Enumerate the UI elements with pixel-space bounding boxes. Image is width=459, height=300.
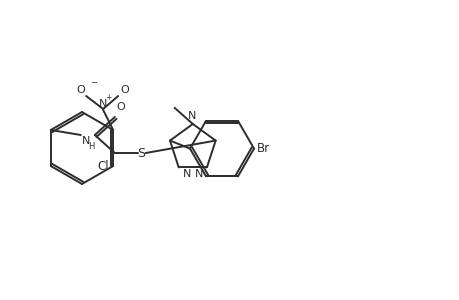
Text: +: + bbox=[105, 93, 111, 102]
Text: O: O bbox=[117, 102, 125, 112]
Text: N: N bbox=[187, 111, 196, 121]
Text: N: N bbox=[194, 169, 202, 179]
Text: −: − bbox=[90, 78, 96, 87]
Text: O: O bbox=[76, 85, 85, 95]
Text: Br: Br bbox=[257, 142, 269, 155]
Text: H: H bbox=[88, 142, 94, 151]
Text: N: N bbox=[99, 99, 107, 109]
Text: S: S bbox=[136, 146, 145, 160]
Text: N: N bbox=[182, 169, 190, 179]
Text: N: N bbox=[82, 136, 90, 146]
Text: O: O bbox=[120, 85, 129, 95]
Text: Cl: Cl bbox=[97, 160, 109, 172]
